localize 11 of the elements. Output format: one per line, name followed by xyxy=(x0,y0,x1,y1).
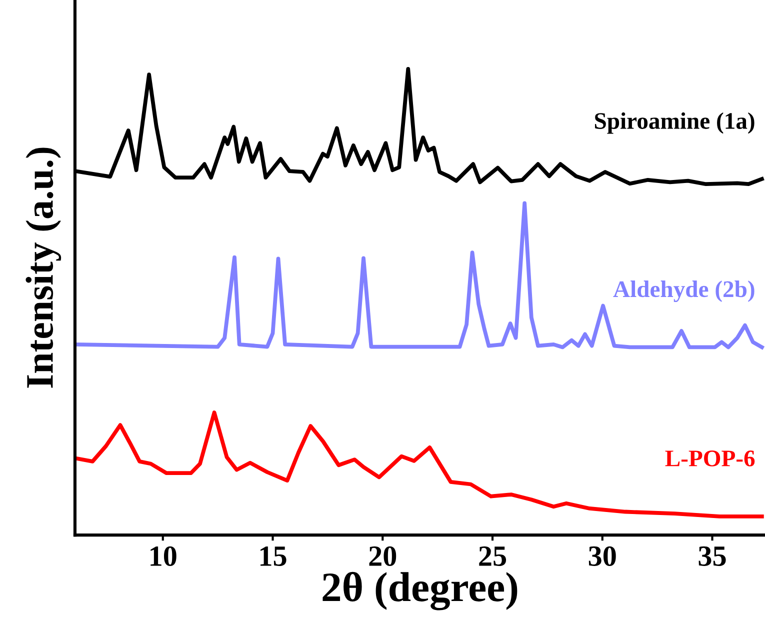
series-label: L-POP-6 xyxy=(665,450,755,466)
x-tick-label: 15 xyxy=(260,546,286,566)
x-tick-label: 30 xyxy=(588,546,616,566)
x-tick-label: 35 xyxy=(698,546,726,566)
x-tick-label: 25 xyxy=(479,546,506,566)
y-axis-title: Intensity (a.u.) xyxy=(26,148,62,388)
x-tick-label: 20 xyxy=(369,546,396,566)
x-tick-label: 10 xyxy=(150,546,176,566)
x-axis-title: 2θ (degree) xyxy=(322,572,518,610)
series-label: Aldehyde (2b) xyxy=(613,280,754,302)
series-label: Spiroamine (1a) xyxy=(595,112,754,134)
